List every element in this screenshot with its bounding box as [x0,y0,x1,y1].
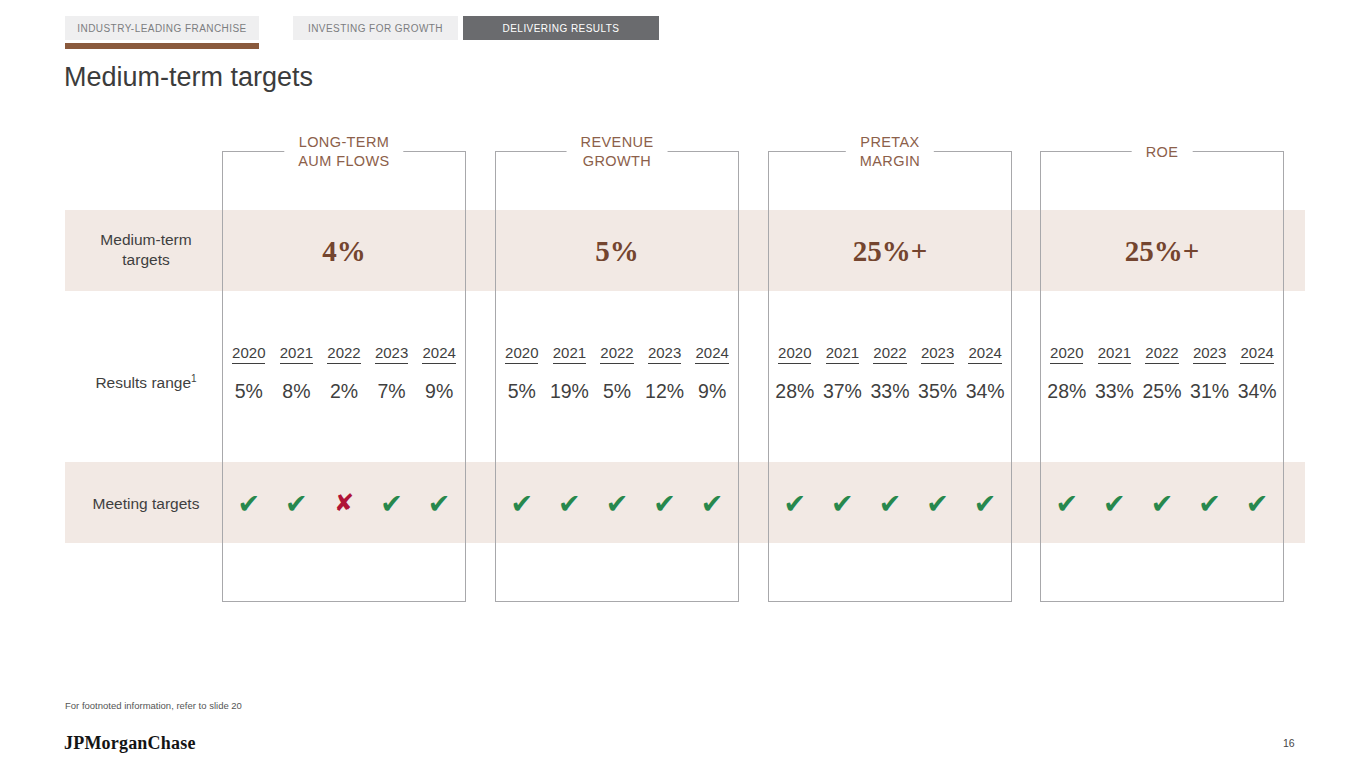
year-label: 2021 [819,344,867,364]
year-label: 2024 [415,344,463,364]
year-label: 2023 [641,344,689,364]
check-icon: ✔ [1043,490,1091,517]
result-value: 33% [1091,380,1139,403]
year-label: 2021 [273,344,321,364]
year-label: 2024 [961,344,1009,364]
result-value: 8% [273,380,321,403]
result-value: 37% [819,380,867,403]
years-row: 2020 2021 2022 2023 2024 [771,344,1009,364]
result-value: 34% [1233,380,1281,403]
marks-row: ✔ ✔ ✔ ✔ ✔ [1043,468,1281,538]
marks-row: ✔ ✔ ✘ ✔ ✔ [225,468,463,538]
results-row: 28% 37% 33% 35% 34% [771,380,1009,403]
slide: INDUSTRY-LEADING FRANCHISE INVESTING FOR… [0,0,1365,768]
row-label-results-range: Results range1 [66,369,226,393]
result-value: 5% [225,380,273,403]
result-value: 34% [961,380,1009,403]
result-value: 19% [546,380,594,403]
page-title: Medium-term targets [64,62,313,93]
check-icon: ✔ [225,490,273,517]
years-row: 2020 2021 2022 2023 2024 [225,344,463,364]
year-label: 2021 [546,344,594,364]
metric-header-roe: ROE [1132,143,1193,162]
year-label: 2023 [368,344,416,364]
year-label: 2023 [914,344,962,364]
year-label: 2024 [1233,344,1281,364]
check-icon: ✔ [368,490,416,517]
year-label: 2022 [1138,344,1186,364]
year-label: 2022 [593,344,641,364]
years-row: 2020 2021 2022 2023 2024 [498,344,736,364]
row-label-medium-term-targets: Medium-term targets [91,230,201,270]
footnote: For footnoted information, refer to slid… [65,700,242,711]
check-icon: ✔ [961,490,1009,517]
metric-box-pretax-margin: PRETAXMARGIN 25%+ 2020 2021 2022 2023 20… [768,151,1012,602]
marks-row: ✔ ✔ ✔ ✔ ✔ [771,468,1009,538]
years-row: 2020 2021 2022 2023 2024 [1043,344,1281,364]
check-icon: ✔ [688,490,736,517]
year-label: 2022 [866,344,914,364]
result-value: 28% [771,380,819,403]
year-label: 2020 [1043,344,1091,364]
results-row: 5% 8% 2% 7% 9% [225,380,463,403]
year-label: 2020 [498,344,546,364]
result-value: 2% [320,380,368,403]
check-icon: ✔ [641,490,689,517]
metric-box-aum-flows: LONG-TERMAUM FLOWS 4% 2020 2021 2022 202… [222,151,466,602]
year-label: 2020 [771,344,819,364]
marks-row: ✔ ✔ ✔ ✔ ✔ [498,468,736,538]
check-icon: ✔ [1186,490,1234,517]
check-icon: ✔ [546,490,594,517]
row-label-meeting-targets: Meeting targets [66,494,226,514]
result-value: 12% [641,380,689,403]
check-icon: ✔ [415,490,463,517]
tab-accent-underline [65,43,259,49]
metric-box-revenue-growth: REVENUEGROWTH 5% 2020 2021 2022 2023 202… [495,151,739,602]
results-row: 28% 33% 25% 31% 34% [1043,380,1281,403]
page-number: 16 [1283,737,1295,749]
check-icon: ✔ [498,490,546,517]
metric-box-roe: ROE 25%+ 2020 2021 2022 2023 2024 28% 33… [1040,151,1284,602]
target-value: 5% [496,211,738,292]
check-icon: ✔ [1138,490,1186,517]
check-icon: ✔ [819,490,867,517]
target-value: 4% [223,211,465,292]
result-value: 7% [368,380,416,403]
result-value: 5% [593,380,641,403]
check-icon: ✔ [273,490,321,517]
check-icon: ✔ [1091,490,1139,517]
results-row: 5% 19% 5% 12% 9% [498,380,736,403]
check-icon: ✔ [866,490,914,517]
result-value: 5% [498,380,546,403]
check-icon: ✔ [593,490,641,517]
check-icon: ✔ [914,490,962,517]
year-label: 2020 [225,344,273,364]
result-value: 33% [866,380,914,403]
footnote-marker: 1 [191,373,197,384]
result-value: 31% [1186,380,1234,403]
metric-header-pretax-margin: PRETAXMARGIN [846,133,934,171]
metric-header-aum-flows: LONG-TERMAUM FLOWS [284,133,403,171]
check-icon: ✔ [1233,490,1281,517]
year-label: 2023 [1186,344,1234,364]
cross-icon: ✘ [320,491,368,515]
tab-investing-for-growth[interactable]: INVESTING FOR GROWTH [293,16,458,40]
jpmorganchase-logo: JPMorganChase [64,733,196,754]
target-value: 25%+ [769,211,1011,292]
result-value: 25% [1138,380,1186,403]
result-value: 9% [415,380,463,403]
year-label: 2022 [320,344,368,364]
metric-header-revenue-growth: REVENUEGROWTH [567,133,668,171]
result-value: 35% [914,380,962,403]
target-value: 25%+ [1041,211,1283,292]
year-label: 2021 [1091,344,1139,364]
year-label: 2024 [688,344,736,364]
result-value: 28% [1043,380,1091,403]
tab-delivering-results[interactable]: DELIVERING RESULTS [463,16,659,40]
results-range-text: Results range [95,374,191,391]
check-icon: ✔ [771,490,819,517]
tab-industry-leading-franchise[interactable]: INDUSTRY-LEADING FRANCHISE [65,16,259,40]
result-value: 9% [688,380,736,403]
